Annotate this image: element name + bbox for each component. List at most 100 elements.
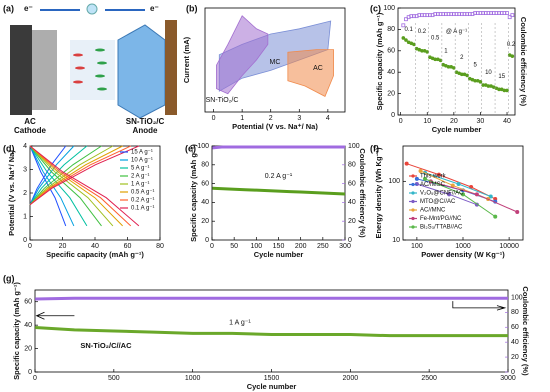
y2-tick-label: 0 [511,369,515,376]
legend-marker [411,174,415,178]
point [404,38,408,42]
y2-tick-label: 20 [511,354,519,361]
y-axis-title: Specific capacity (mAh g⁻¹) [12,282,21,380]
panel-label: (g) [3,273,15,283]
x-axis-title: Cycle number [254,250,304,259]
y-tick-label: 40 [387,69,395,76]
panel-label: (e) [185,143,196,153]
legend-marker [411,216,415,221]
x-tick-label: 20 [59,243,67,250]
point [510,13,515,18]
ions [73,53,85,84]
legend-label: 10 A g⁻¹ [131,158,153,164]
x-tick-label: 0 [33,375,37,382]
x-tick-label: 10 [423,118,431,125]
point [461,192,465,197]
legend-label: Bi₂S₃/TTAB//AC [420,225,463,231]
annotation: 15 [498,74,505,80]
annotation: @ A g⁻¹ [446,29,467,35]
cv-loop [287,49,334,97]
x-tick-label: 1500 [264,375,280,382]
series-line [212,145,345,150]
point [401,36,406,40]
anode-name: SN-TiO₂/C [126,117,165,126]
point [412,42,416,47]
point [486,84,491,88]
point [423,176,428,181]
y2-tick-label: 60 [511,324,519,331]
annotation: 1 A g⁻¹ [229,320,251,327]
y-tick-label: 60 [24,299,32,306]
annotation: 10 [485,70,492,76]
plot-frame [204,7,346,113]
point [510,54,515,58]
y-tick-label: 100 [383,5,395,12]
x-tick-label: 0 [28,243,32,250]
point [473,78,477,83]
x-tick-label: 20 [450,118,458,125]
electrolyte [70,40,115,100]
legend-marker [411,191,415,195]
y-tick-label: 40 [201,199,209,206]
legend-label: MTO@C//AC [420,199,456,205]
curve-label: AC [313,65,323,72]
y2-tick-label: 40 [348,199,356,206]
x-tick-label: 0 [399,118,403,125]
y-tick-label: 20 [24,345,32,352]
y2-tick-label: 80 [511,309,519,316]
legend-label: 0.5 A g⁻¹ [131,190,155,196]
series-line [29,145,102,227]
ions [95,48,107,91]
y-axis-title: Specific capacity (mAh g⁻¹) [375,12,384,110]
x-tick-label: 1000 [185,375,201,382]
x-axis-title: Power density (W Kg⁻¹) [421,250,505,259]
plot: 0 50 100 150 200 250 3000204060801000204060801… [189,143,367,259]
x-tick-label: 3000 [500,375,516,382]
panel-label: (b) [186,3,198,13]
x-tick-label: 100 [411,243,423,250]
x-tick-label: 10000 [499,243,519,250]
point [456,182,461,187]
annotation: 5 [473,62,477,68]
point [497,87,501,92]
point [478,80,483,84]
point [447,192,452,197]
y-tick-label: 80 [201,162,209,169]
point [465,73,469,78]
point [433,57,438,62]
y-axis-title: Specific capacity (mAh g⁻¹) [189,144,198,242]
x-tick-label: 0 [212,115,216,122]
x-tick-label: 2500 [421,375,437,382]
series-line [212,186,346,196]
y-tick-label: 20 [201,218,209,225]
y-tick-label: 1 [23,213,27,220]
y-axis-title: Energy density (Wh Kg⁻¹) [374,147,383,239]
legend-label: 15 A g⁻¹ [131,150,153,156]
y2-tick-label: 60 [348,180,356,187]
y2-tick-label: 80 [348,162,356,169]
x-tick-label: 80 [156,243,164,250]
series-line [29,145,140,227]
annotation: 0.2 [418,29,427,35]
legend-marker [411,199,415,204]
legend-label: 0.1 A g⁻¹ [131,206,155,212]
point [481,83,485,87]
y2-axis-title: Coulombic efficiency (%) [519,17,528,107]
series-line [35,325,508,338]
anode-role: Anode [133,126,158,135]
annotation: 0.2 A g⁻¹ [265,173,293,180]
legend-label: 5 A g⁻¹ [131,166,150,172]
panel-label: (c) [370,3,381,13]
legend-marker [411,182,415,187]
y2-tick-label: 0 [348,237,352,244]
legend-label: This work [420,174,447,180]
y-tick-label: 4 [23,143,27,150]
legend-label: AC//MSC [420,182,446,188]
point [425,50,430,54]
legend-label: 1 A g⁻¹ [131,182,150,188]
x-tick-label: 500 [108,375,120,382]
x-axis-title: Cycle number [432,125,482,134]
schematic: (a) e⁻ e⁻ AC Cathode SN-TiO₂/C Anode [3,3,177,135]
cathode-material [32,30,57,110]
y2-tick-label: 100 [348,143,360,150]
